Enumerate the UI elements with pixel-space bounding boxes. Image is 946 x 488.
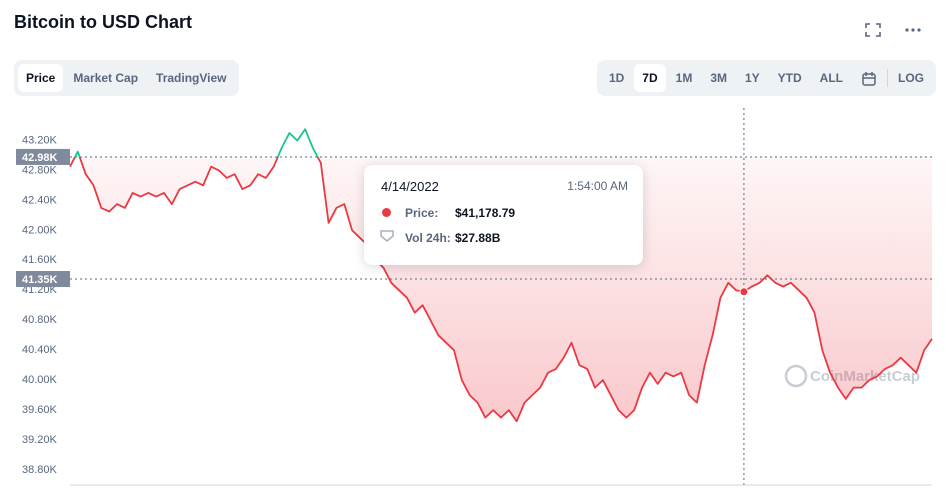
price-marker-label: 42.98K bbox=[22, 152, 58, 164]
range-group: 1D 7D 1M 3M 1Y YTD ALL LOG bbox=[596, 60, 936, 96]
tooltip-price: $41,178.79 bbox=[455, 206, 516, 220]
y-tick-label: 43.20K bbox=[22, 134, 58, 146]
y-tick-label: 42.40K bbox=[22, 194, 58, 206]
range-button[interactable]: 1Y bbox=[744, 71, 760, 85]
tooltip-volume: $27.88B bbox=[455, 231, 501, 245]
area bbox=[70, 156, 932, 422]
y-tick-label: 40.00K bbox=[22, 374, 58, 386]
tooltip-date: 4/14/2022 bbox=[381, 179, 439, 194]
tab[interactable]: TradingView bbox=[156, 71, 227, 85]
range-button[interactable]: 7D bbox=[634, 64, 666, 92]
volume-icon bbox=[380, 230, 394, 242]
separator bbox=[887, 69, 888, 87]
log-button[interactable]: LOG bbox=[898, 71, 924, 85]
watermark-logo bbox=[784, 364, 808, 388]
y-tick-label: 42.80K bbox=[22, 164, 58, 176]
tab[interactable]: Price bbox=[18, 64, 64, 92]
range-button[interactable]: 1M bbox=[675, 71, 693, 85]
price-dot bbox=[382, 208, 391, 217]
tooltip-time: 1:54:00 AM bbox=[567, 179, 628, 193]
y-tick-label: 41.60K bbox=[22, 254, 58, 266]
y-tick-label: 38.80K bbox=[22, 464, 58, 476]
range-button[interactable]: 3M bbox=[710, 71, 727, 85]
range-button[interactable]: 1D bbox=[608, 71, 625, 85]
fullscreen-icon[interactable] bbox=[864, 22, 882, 38]
y-tick-label: 41.20K bbox=[22, 284, 58, 296]
price-marker-label: 41.35K bbox=[22, 274, 58, 286]
price-line bbox=[69, 128, 933, 423]
tooltip-price-label: Price: bbox=[405, 206, 439, 220]
y-tick-label: 39.60K bbox=[22, 404, 58, 416]
y-tick-label: 40.80K bbox=[22, 314, 58, 326]
price-marker-box bbox=[16, 148, 70, 165]
more-icon[interactable] bbox=[904, 26, 922, 34]
tooltip-volume-label: Vol 24h: bbox=[405, 231, 451, 245]
tab-group: Price Market Cap TradingView bbox=[14, 60, 239, 96]
calendar-icon bbox=[862, 71, 876, 86]
tooltip: 4/14/2022 1:54:00 AM Price: $41,178.79 V… bbox=[364, 165, 643, 265]
chart-title: Bitcoin to USD Chart bbox=[14, 12, 192, 32]
calendar-button[interactable] bbox=[853, 64, 885, 92]
y-tick-label: 39.20K bbox=[22, 434, 58, 446]
y-tick-label: 40.40K bbox=[22, 344, 58, 356]
price-marker-box bbox=[16, 271, 70, 288]
hover-point bbox=[739, 287, 749, 297]
y-tick-label: 42.00K bbox=[22, 224, 58, 236]
range-button[interactable]: ALL bbox=[819, 71, 843, 85]
range-button[interactable]: YTD bbox=[777, 71, 802, 85]
tab[interactable]: Market Cap bbox=[73, 71, 139, 85]
